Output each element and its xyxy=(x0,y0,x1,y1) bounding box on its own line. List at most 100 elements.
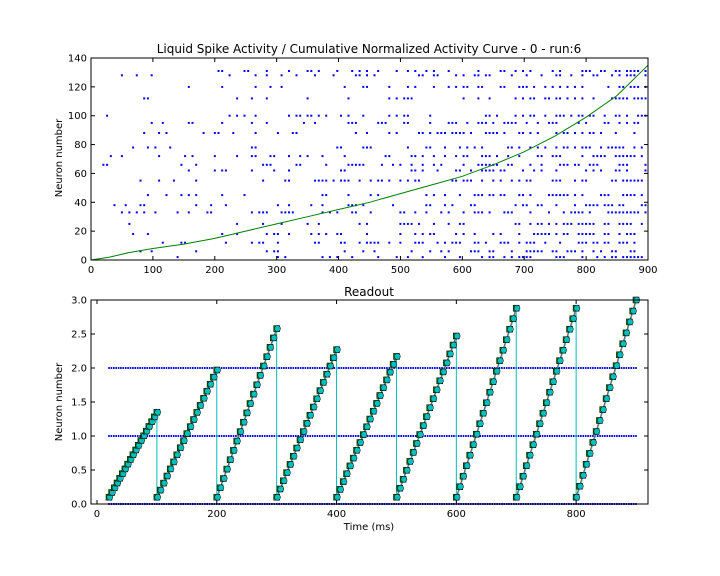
spike-dot xyxy=(488,211,491,214)
readout-spike-dot xyxy=(594,367,597,369)
readout-circle-marker xyxy=(483,399,491,406)
spike-dot xyxy=(406,121,409,124)
readout-circle-marker xyxy=(563,336,571,343)
spike-dot xyxy=(406,146,409,149)
readout-spike-dot xyxy=(469,367,472,369)
spike-dot xyxy=(562,194,565,197)
spike-dot xyxy=(581,233,584,235)
spike-dot xyxy=(640,114,643,117)
readout-spike-dot xyxy=(632,435,635,437)
spike-dot xyxy=(507,211,510,214)
readout-spike-dot xyxy=(211,435,213,437)
spike-dot xyxy=(633,233,636,235)
readout-spike-dot xyxy=(165,435,168,437)
spike-dot xyxy=(536,204,539,207)
spike-dot xyxy=(462,132,465,134)
readout-spike-dot xyxy=(436,367,438,369)
spike-dot xyxy=(588,114,591,117)
spike-dot xyxy=(340,169,342,172)
spike-dot xyxy=(228,74,231,77)
spike-dot xyxy=(588,146,591,149)
readout-spike-dot xyxy=(249,367,252,369)
readout-spike-dot xyxy=(230,367,232,369)
spike-dot xyxy=(559,179,562,182)
readout-spike-dot xyxy=(244,367,247,369)
spike-dot xyxy=(577,121,580,124)
spike-dot xyxy=(592,155,595,158)
spike-dot xyxy=(399,222,402,225)
spike-dot xyxy=(585,241,588,244)
spike-dot xyxy=(540,222,543,225)
spike-dot xyxy=(236,233,239,235)
spike-dot xyxy=(555,222,558,225)
spike-dot xyxy=(206,211,209,214)
readout-circle-marker xyxy=(317,387,324,394)
readout-circle-marker xyxy=(394,493,401,501)
spike-dot xyxy=(444,204,446,207)
readout-spike-dot xyxy=(407,367,410,369)
readout-circle-marker xyxy=(294,444,301,452)
spike-dot xyxy=(633,132,636,134)
spike-dot xyxy=(525,250,528,253)
readout-circle-marker xyxy=(257,372,265,379)
spike-dot xyxy=(611,256,614,259)
spike-dot xyxy=(236,155,239,158)
spike-dot xyxy=(581,241,584,244)
spike-dot xyxy=(354,74,357,77)
spike-dot xyxy=(499,85,502,88)
readout-spike-dot xyxy=(407,435,410,437)
spike-dot xyxy=(555,146,558,149)
spike-dot xyxy=(473,241,476,244)
readout-spike-dot xyxy=(599,367,601,369)
readout-circle-marker xyxy=(520,472,527,480)
spike-dot xyxy=(473,233,476,235)
spike-dot xyxy=(358,163,361,166)
readout-circle-marker xyxy=(557,357,564,364)
spike-dot xyxy=(629,233,632,235)
spike-dot xyxy=(492,132,495,134)
spike-dot xyxy=(254,74,257,77)
readout-spike-dot xyxy=(570,435,573,437)
readout-circle-marker xyxy=(423,413,431,420)
spike-dot xyxy=(596,155,599,158)
spike-dot xyxy=(306,70,309,72)
spike-dot xyxy=(347,179,350,182)
spike-dot xyxy=(455,85,458,88)
spike-dot xyxy=(362,204,365,207)
spike-dot xyxy=(262,222,265,225)
spike-dot xyxy=(566,163,569,166)
spike-dot xyxy=(377,70,380,72)
spike-dot xyxy=(418,74,420,77)
spike-dot xyxy=(269,85,272,88)
y-tick-label: 100 xyxy=(68,111,87,122)
spike-dot xyxy=(399,241,402,244)
spike-dot xyxy=(399,211,402,214)
spike-dot xyxy=(536,132,539,134)
spike-dot xyxy=(626,163,628,166)
y-tick-label: 0.5 xyxy=(71,466,87,477)
readout-circle-marker xyxy=(314,395,321,403)
spike-dot xyxy=(525,85,528,88)
readout-spike-dot xyxy=(618,435,621,437)
readout-spike-dot xyxy=(383,435,386,437)
spike-dot xyxy=(243,194,246,197)
spike-dot xyxy=(548,121,550,124)
spike-dot xyxy=(481,155,484,158)
spike-dot xyxy=(221,233,224,235)
top-plot-xticks: 0 100 200 300 400 500 600 700 800 900 xyxy=(88,58,658,276)
spike-dot xyxy=(481,146,484,149)
spike-dot xyxy=(525,241,528,244)
spike-dot xyxy=(529,114,532,117)
spike-dot xyxy=(380,121,383,124)
spike-dot xyxy=(626,97,628,100)
readout-circle-marker xyxy=(596,417,604,424)
readout-spike-dot xyxy=(232,435,235,437)
spike-dot xyxy=(640,222,643,225)
spike-dot xyxy=(540,74,543,77)
readout-circle-marker xyxy=(240,418,248,426)
spike-dot xyxy=(414,233,417,235)
readout-spike-dot xyxy=(402,367,405,369)
readout-spike-dot xyxy=(429,435,431,437)
readout-spike-dot xyxy=(362,367,364,369)
spike-dot xyxy=(317,70,320,72)
